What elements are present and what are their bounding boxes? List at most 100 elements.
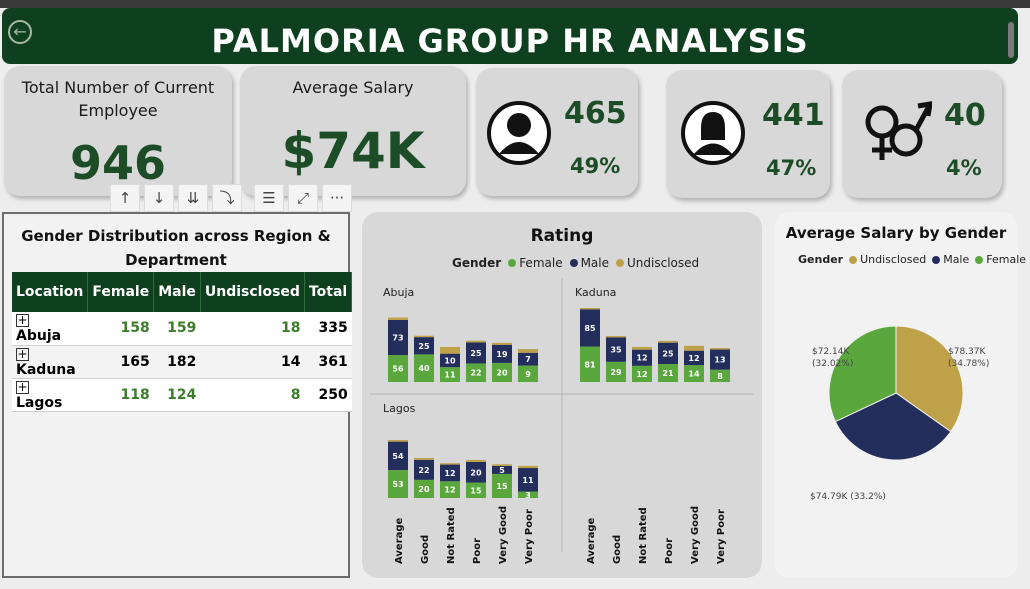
bar-label-male: 13	[714, 356, 725, 365]
arrow-up-icon[interactable]: ↑	[110, 184, 140, 212]
expand-plus-icon[interactable]: +	[16, 346, 29, 361]
bar-female	[580, 346, 600, 382]
expand-plus-icon[interactable]: +	[16, 313, 29, 328]
arrow-down-icon[interactable]: ↓	[144, 184, 174, 212]
bar-male	[580, 309, 600, 347]
column-header-total[interactable]: Total	[304, 272, 353, 312]
expand-hierarchy-icon[interactable]: ⤵	[212, 184, 242, 212]
location-name: Lagos	[16, 394, 63, 411]
average-salary-label: Average Salary	[292, 78, 414, 97]
total-cell: 361	[304, 345, 352, 379]
bar-undisclosed	[580, 308, 600, 310]
category-tick-label: Good	[612, 535, 623, 564]
legend-female[interactable]: Female	[986, 253, 1027, 266]
pie-slice-undisclosed	[895, 325, 964, 433]
table-row[interactable]: +Kaduna 165 182 14 361	[12, 345, 352, 379]
bar-label-male: 35	[610, 346, 622, 355]
bar-label-male: 54	[392, 452, 404, 461]
legend-male[interactable]: Male	[943, 253, 970, 266]
table-row[interactable]: +Lagos 118 124 8 250	[12, 378, 352, 412]
bar-female	[492, 362, 512, 382]
pie-chart-title: Average Salary by Gender	[785, 224, 1007, 242]
panel-label-lagos: Lagos	[383, 402, 416, 415]
bar-label-male: 25	[470, 349, 482, 358]
bar-label-male: 12	[688, 354, 699, 363]
pie-pct-undisclosed: (34.78%)	[948, 359, 989, 369]
column-header-male[interactable]: Male	[153, 272, 201, 312]
bar-male	[440, 464, 460, 482]
bar-undisclosed	[388, 440, 408, 442]
bar-female	[492, 473, 512, 498]
undisclosed-cell: 8	[200, 378, 305, 412]
bar-label-male: 25	[662, 349, 674, 358]
bar-female	[440, 481, 460, 498]
scrollbar-handle[interactable]	[1008, 22, 1014, 58]
bar-undisclosed	[518, 465, 538, 469]
undisclosed-cell: 14	[200, 345, 305, 379]
column-header-undisclosed[interactable]: Undisclosed	[200, 272, 305, 312]
pie-slice-female	[828, 325, 897, 423]
bar-label-female: 40	[418, 364, 430, 373]
bar-male	[466, 461, 486, 483]
bar-undisclosed	[492, 342, 512, 345]
male-cell: 124	[153, 378, 201, 412]
pie-label-female: $72.14K	[812, 347, 850, 357]
bar-female	[466, 482, 486, 498]
female-percent: 47%	[766, 156, 817, 180]
report-header: ← PALMORIA GROUP HR ANALYSIS	[2, 8, 1018, 64]
expand-plus-icon[interactable]: +	[16, 379, 29, 394]
bar-female	[388, 470, 408, 498]
legend-male[interactable]: Male	[580, 256, 610, 270]
pie-label-male: $74.79K (33.2%)	[810, 492, 886, 502]
bar-label-male: 7	[525, 355, 531, 364]
column-header-female[interactable]: Female	[87, 272, 155, 312]
total-cell: 335	[304, 312, 352, 346]
bar-label-female: 29	[610, 368, 622, 377]
pie-legend: Gender Undisclosed Male Female	[798, 253, 1026, 266]
bar-undisclosed	[414, 335, 434, 338]
gender-table-title-line1: Gender Distribution across Region &	[21, 227, 331, 245]
category-tick-label: Very Good	[690, 506, 701, 564]
total-employees-label-line2: Employee	[78, 101, 158, 120]
category-tick-label: Poor	[664, 538, 675, 564]
bar-label-male: 19	[496, 350, 508, 359]
female-cell: 118	[87, 378, 154, 412]
more-options-icon[interactable]: ···	[322, 184, 352, 212]
bar-male	[518, 468, 538, 492]
drill-down-icon[interactable]: ⇊	[178, 184, 208, 212]
legend-undisclosed[interactable]: Undisclosed	[860, 253, 927, 266]
female-cell: 165	[87, 345, 154, 379]
bar-male	[414, 459, 434, 480]
male-user-icon	[487, 101, 551, 165]
male-percent: 49%	[570, 154, 621, 178]
legend-female-dot	[975, 255, 984, 264]
location-name: Kaduna	[16, 361, 76, 378]
rating-chart-card: Rating Gender Female Male Undisclosed Ab…	[362, 212, 762, 578]
category-tick-label: Poor	[472, 538, 483, 564]
column-header-location[interactable]: Location	[12, 272, 89, 312]
bar-label-female: 8	[717, 372, 723, 381]
page-title: PALMORIA GROUP HR ANALYSIS	[211, 22, 809, 60]
bar-female	[440, 367, 460, 382]
total-employees-card: Total Number of Current Employee 946	[4, 66, 232, 196]
bar-label-male: 12	[636, 354, 647, 363]
legend-undisclosed[interactable]: Undisclosed	[627, 256, 700, 270]
bar-undisclosed	[414, 458, 434, 460]
bar-undisclosed	[492, 464, 512, 466]
table-row[interactable]: +Abuja 158 159 18 335	[12, 312, 352, 346]
bar-female	[710, 369, 730, 382]
bar-female	[658, 364, 678, 382]
legend-female[interactable]: Female	[519, 256, 563, 270]
pie-chart: $78.37K (34.78%) $74.79K (33.2%) $72.14K (32…	[810, 325, 989, 502]
location-cell: +Abuja	[12, 312, 88, 346]
back-arrow-icon[interactable]: ←	[8, 20, 32, 44]
filter-icon[interactable]: ☰	[254, 184, 284, 212]
bar-female	[606, 361, 626, 382]
pie-legend-title: Gender	[798, 253, 844, 266]
bar-male	[492, 465, 512, 474]
rating-legend: Gender Female Male Undisclosed	[452, 256, 699, 270]
bar-label-male: 12	[444, 469, 455, 478]
focus-mode-icon[interactable]: ⤢	[288, 184, 318, 212]
bar-label-female: 22	[470, 369, 481, 378]
female-cell: 158	[87, 312, 154, 346]
